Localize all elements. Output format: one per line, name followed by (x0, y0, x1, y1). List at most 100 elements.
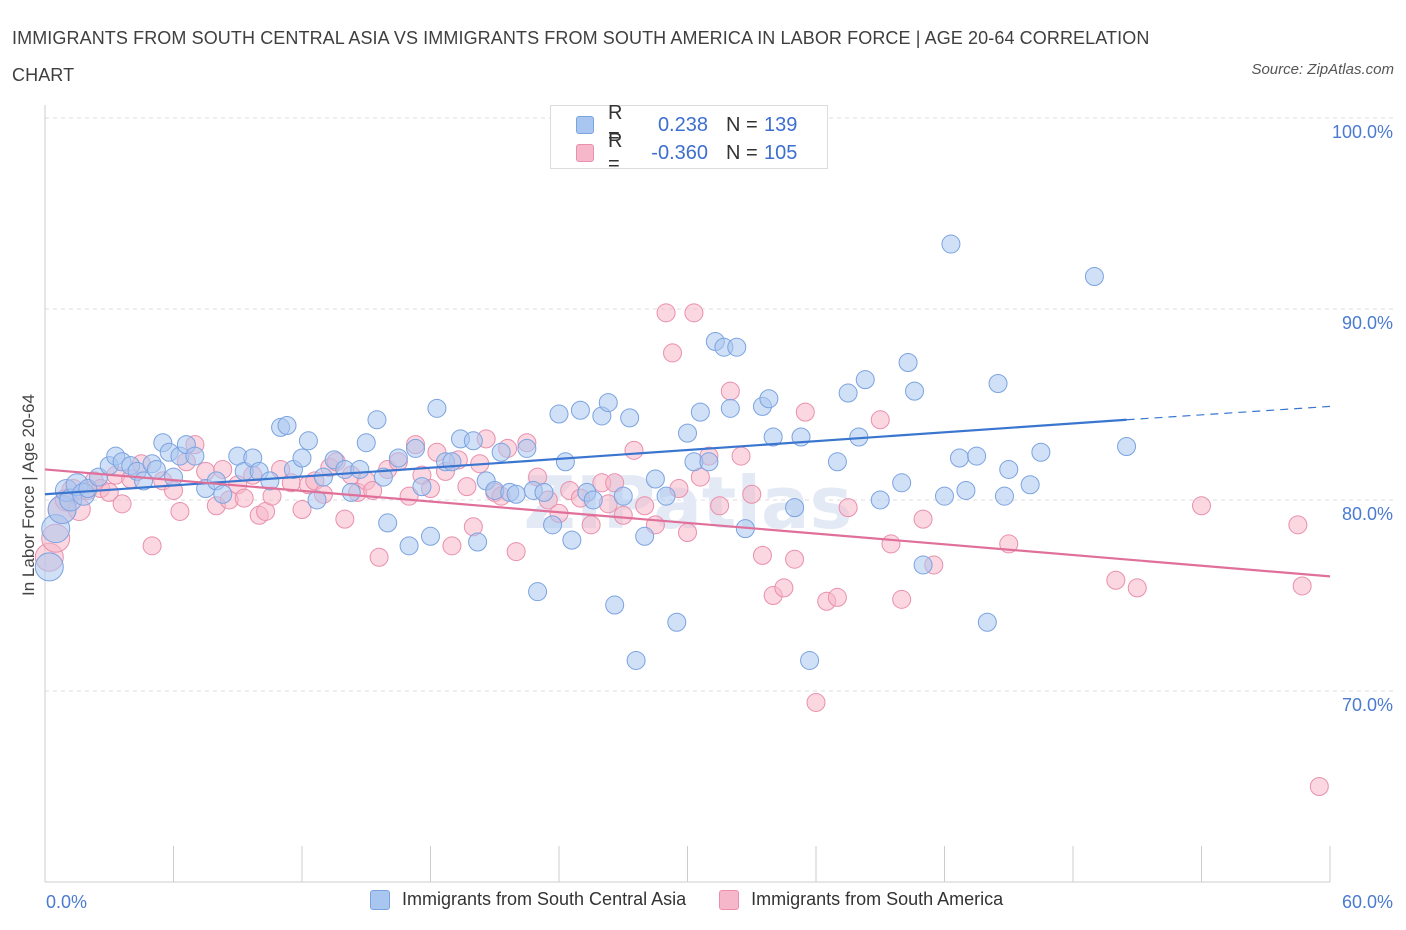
data-point-blue (506, 484, 526, 504)
data-point-blue (570, 400, 590, 420)
data-point-pink (624, 440, 644, 460)
data-point-blue (1084, 267, 1104, 287)
legend-r-label: R = (608, 130, 623, 175)
data-point-pink (752, 545, 772, 565)
series-legend-item-blue[interactable]: Immigrants from South Central Asia (370, 889, 686, 910)
data-point-pink (112, 494, 132, 514)
data-point-blue (967, 446, 987, 466)
data-point-blue (635, 526, 655, 546)
legend-row-pink: R = -0.360 N = 105 (576, 130, 798, 175)
data-point-blue (678, 423, 697, 443)
correlation-legend: R = 0.238 N = 139 R = -0.360 N = 105 (550, 102, 828, 175)
data-point-pink (170, 501, 190, 521)
series-legend-swatch-blue (370, 889, 390, 910)
data-point-blue (827, 452, 847, 472)
data-point-blue (313, 467, 333, 487)
data-point-pink (1127, 578, 1147, 598)
legend-r-value: 0.238 (657, 113, 708, 136)
data-point-pink (335, 509, 355, 529)
series-legend-label: Immigrants from South America (751, 889, 1004, 909)
data-point-blue (399, 536, 419, 556)
data-point-blue (534, 482, 554, 502)
data-point-blue (667, 612, 687, 632)
data-point-blue (164, 467, 183, 487)
data-point-blue (34, 552, 64, 582)
data-point-pink (613, 505, 633, 525)
data-point-blue (956, 480, 976, 500)
data-point-pink (1106, 570, 1126, 590)
y-tick-label: 80.0% (1342, 504, 1393, 524)
data-point-blue (543, 515, 563, 535)
data-point-blue (763, 427, 783, 447)
data-point-blue (292, 448, 312, 468)
data-point-blue (442, 452, 462, 472)
data-point-blue (720, 398, 740, 418)
data-point-blue (977, 612, 997, 632)
data-point-blue (427, 398, 447, 418)
series-legend-item-pink[interactable]: Immigrants from South America (719, 889, 1003, 910)
data-point-pink (363, 480, 383, 500)
x-tick-labels: 0.0% 60.0% (46, 892, 1393, 912)
y-axis-label: In Labor Force | Age 20-64 (19, 394, 38, 596)
data-point-blue (913, 555, 933, 575)
data-point-blue (759, 389, 779, 409)
data-point-blue (620, 408, 640, 428)
y-tick-label: 70.0% (1342, 695, 1393, 715)
data-point-blue (277, 416, 297, 436)
data-point-blue (185, 446, 205, 466)
data-point-pink (795, 402, 815, 422)
data-point-pink (442, 536, 462, 556)
data-point-pink (684, 303, 704, 323)
data-point-pink (1309, 777, 1329, 796)
data-point-blue (583, 490, 603, 510)
data-point-pink (785, 549, 805, 569)
data-point-pink (1292, 576, 1312, 596)
series-legend-swatch-pink (719, 889, 740, 910)
data-point-blue (870, 490, 890, 510)
data-point-pink (678, 522, 697, 542)
data-point-blue (727, 337, 747, 357)
data-point-blue (613, 486, 633, 506)
legend-swatch-blue (576, 116, 594, 134)
data-point-blue (350, 459, 370, 479)
data-point-blue (898, 352, 918, 372)
legend-n-value: 105 (764, 141, 798, 164)
data-point-blue (690, 402, 710, 422)
legend-row-blue: R = 0.238 N = 139 (576, 102, 797, 147)
data-point-pink (99, 482, 119, 502)
data-point-blue (146, 459, 166, 479)
data-point-blue (699, 452, 719, 472)
data-point-pink (581, 515, 601, 535)
data-point-blue (298, 431, 318, 451)
data-point-blue (341, 482, 361, 502)
data-point-blue (412, 477, 432, 497)
legend-swatch-pink (576, 144, 594, 162)
data-point-blue (855, 370, 875, 390)
y-tick-label: 90.0% (1342, 313, 1393, 333)
data-point-pink (774, 578, 794, 598)
data-point-pink (892, 589, 912, 609)
data-point-pink (1288, 515, 1308, 535)
data-point-blue (463, 431, 483, 451)
data-point-pink (913, 509, 933, 529)
trend-line-extension-blue (1126, 405, 1331, 421)
data-point-blue (517, 438, 537, 458)
data-point-blue (421, 526, 440, 546)
data-point-pink (731, 446, 751, 466)
legend-r-label: R = (608, 102, 623, 147)
chart-title: IMMIGRANTS FROM SOUTH CENTRAL ASIA VS IM… (12, 28, 1150, 85)
data-point-blue (1031, 442, 1051, 462)
data-point-blue (941, 234, 961, 254)
source-label: Source: ZipAtlas.com (1251, 61, 1394, 78)
data-point-pink (838, 498, 858, 518)
data-point-pink (656, 303, 676, 323)
data-point-blue (491, 442, 511, 462)
grid-lines (45, 117, 1395, 692)
data-point-blue (994, 486, 1014, 506)
series-legend-label: Immigrants from South Central Asia (402, 889, 687, 909)
data-point-blue (785, 498, 805, 518)
x-tick-label: 60.0% (1342, 892, 1393, 912)
data-point-blue (356, 433, 376, 453)
data-point-blue (260, 471, 280, 491)
